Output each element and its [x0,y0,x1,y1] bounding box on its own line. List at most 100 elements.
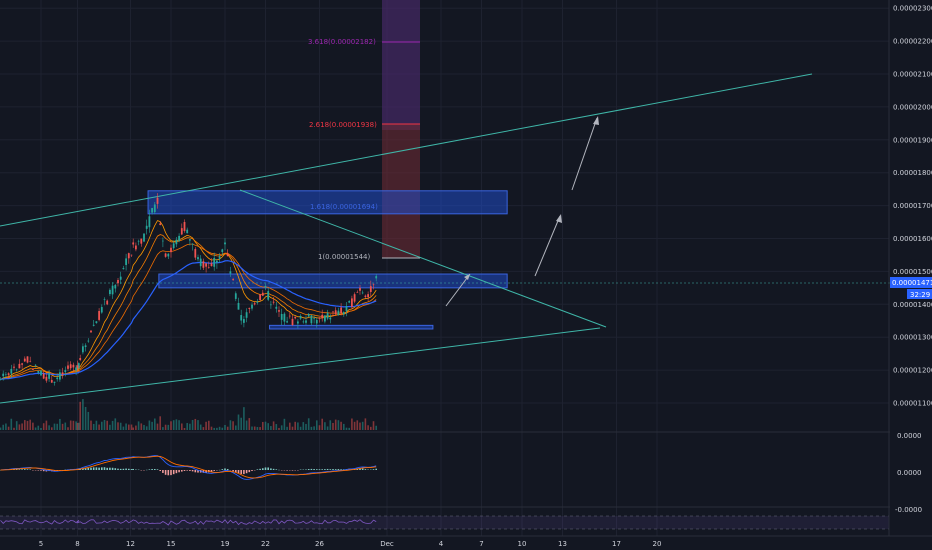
candle-body [90,330,92,333]
candle-body [103,299,106,301]
osc-histogram-bar [321,469,323,470]
candle-body [125,258,127,265]
osc-histogram-bar [128,468,130,470]
candle-body [261,292,264,296]
volume-bar [353,421,356,430]
candle-body [61,372,64,375]
candle-body [45,376,48,381]
candle-body [259,294,261,301]
volume-bar [208,420,210,430]
osc-histogram-bar [226,468,229,470]
volume-bar [10,418,13,430]
volume-bar [189,423,191,430]
candle-body [313,317,315,319]
candle-body [2,373,5,377]
osc-histogram-bar [197,470,199,473]
volume-bar [26,420,29,430]
candle-body [37,370,40,373]
candle-body [288,315,291,317]
volume-bar [103,419,106,430]
x-tick-label: 26 [315,540,324,548]
arrow-3 [571,117,598,191]
fib-label: 1.618(0.00001694) [310,203,378,211]
candle-body [232,279,234,281]
x-tick-label: 15 [167,540,176,548]
volume-bar [79,401,81,430]
volume-bar [32,422,34,430]
volume-bar [167,424,170,430]
candle-body [156,197,159,204]
candle-body [100,307,103,313]
osc-histogram-bar [213,470,215,471]
volume-bar [162,427,164,430]
candle-body [95,321,98,324]
candle-body [251,304,253,309]
volume-bar [148,420,151,430]
candle-body [367,294,369,298]
volume-bar [237,414,240,430]
volume-bar [56,423,58,430]
candle-body [302,321,305,323]
osc-histogram-bar [130,469,133,470]
osc-histogram-bar [114,468,117,470]
candle-body [234,293,237,299]
volume-bar [221,427,224,430]
osc-histogram-bar [148,469,151,470]
volume-bar [76,422,79,430]
osc-histogram-bar [262,468,264,470]
price-tag-value: 0.00001471 [892,279,932,287]
candle-body [162,240,164,242]
candle-body [342,312,345,315]
candle-body [375,276,378,279]
candle-body [253,303,256,305]
candle-body [135,245,137,250]
candle-body [351,298,353,307]
y-tick-label: 0.00002300 [893,5,932,13]
volume-bar [92,423,95,430]
x-tick-label: 4 [439,540,444,548]
volume-bar [302,422,305,430]
candle-body [275,306,278,309]
channel-lower-line[interactable] [0,327,601,404]
osc-histogram-bar [264,467,267,470]
candle-body [167,253,170,257]
countdown-box [907,289,932,299]
osc-histogram-bar [178,470,180,473]
osc-histogram-bar [90,467,92,470]
time-axis[interactable]: Nov581215192226Dec4710131720 [0,540,662,548]
osc-histogram-bar [305,469,307,470]
osc-histogram-bar [259,468,261,470]
osc-histogram-bar [122,468,125,470]
candle-body [77,363,80,369]
volume-bar [172,420,175,430]
volume-bar [294,421,296,430]
descending-trendline[interactable] [239,189,607,328]
candle-body [369,286,372,292]
volume-bar [256,426,259,430]
zone-rect[interactable] [147,190,508,215]
channel-upper-line[interactable] [0,73,813,227]
x-tick-label: 5 [39,540,43,548]
osc-histogram-bar [109,467,111,470]
candle-body [151,208,153,213]
candle-body [143,233,145,242]
current-price-tag[interactable]: 0.00001471 32:29 [890,277,932,299]
osc-histogram-bar [272,468,275,470]
volume-bar [159,416,161,430]
volume-bar [186,423,188,430]
candle-body [76,365,79,369]
volume-bar [305,423,307,430]
osc-axis-labels: 0.0000 0.0000 -0.0000 [895,432,922,514]
rsi-pane [0,515,889,530]
zone-rect[interactable] [158,273,508,289]
osc-histogram-bar [205,470,207,473]
zone-rect[interactable] [269,324,434,330]
volume-bar [61,423,64,430]
osc-histogram-bar [24,469,26,470]
osc-histogram-bar [245,470,248,474]
volume-bar [310,426,313,430]
price-axis[interactable]: 0.00002300 0.00002200 0.00002100 0.00002000… [893,5,932,408]
price-candles [0,193,378,386]
candle-body [334,310,337,315]
